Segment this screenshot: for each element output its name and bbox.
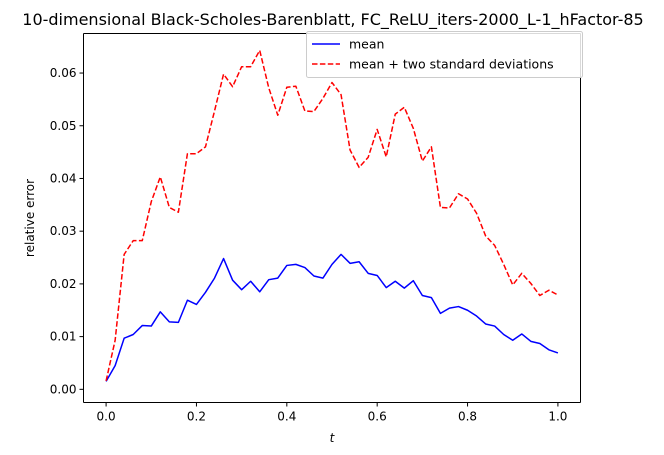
x-axis-ticks: 0.0 0.2 0.4 0.6 0.8 1.0	[97, 402, 567, 424]
x-tick-label: 0.8	[458, 410, 477, 424]
y-tick-label: 0.05	[50, 119, 77, 133]
y-tick-label: 0.02	[50, 277, 77, 291]
x-tick-label: 0.6	[368, 410, 387, 424]
x-tick-label: 0.0	[97, 410, 116, 424]
series-line-1	[105, 49, 559, 382]
legend-box	[306, 31, 583, 78]
legend-label-mean-plus-2sd: mean + two standard deviations	[349, 57, 554, 72]
chart-title: 10-dimensional Black-Scholes-Barenblatt,…	[22, 10, 643, 30]
y-tick-label: 0.04	[50, 171, 77, 185]
x-tick-label: 0.4	[277, 410, 296, 424]
series-line-0	[105, 253, 559, 382]
y-axis-ticks: 0.00 0.01 0.02 0.03 0.04 0.05 0.06	[50, 66, 84, 396]
y-tick-label: 0.03	[50, 224, 77, 238]
series-layer	[105, 49, 559, 382]
legend: mean mean + two standard deviations	[306, 31, 583, 78]
plot-area	[83, 33, 581, 403]
y-tick-label: 0.01	[50, 330, 77, 344]
x-tick-label: 1.0	[548, 410, 567, 424]
legend-label-mean: mean	[349, 37, 384, 52]
x-axis-label: t	[330, 431, 336, 445]
y-axis-label: relative error	[23, 179, 37, 257]
y-tick-label: 0.06	[50, 66, 77, 80]
y-tick-label: 0.00	[50, 382, 77, 396]
x-tick-label: 0.2	[187, 410, 206, 424]
